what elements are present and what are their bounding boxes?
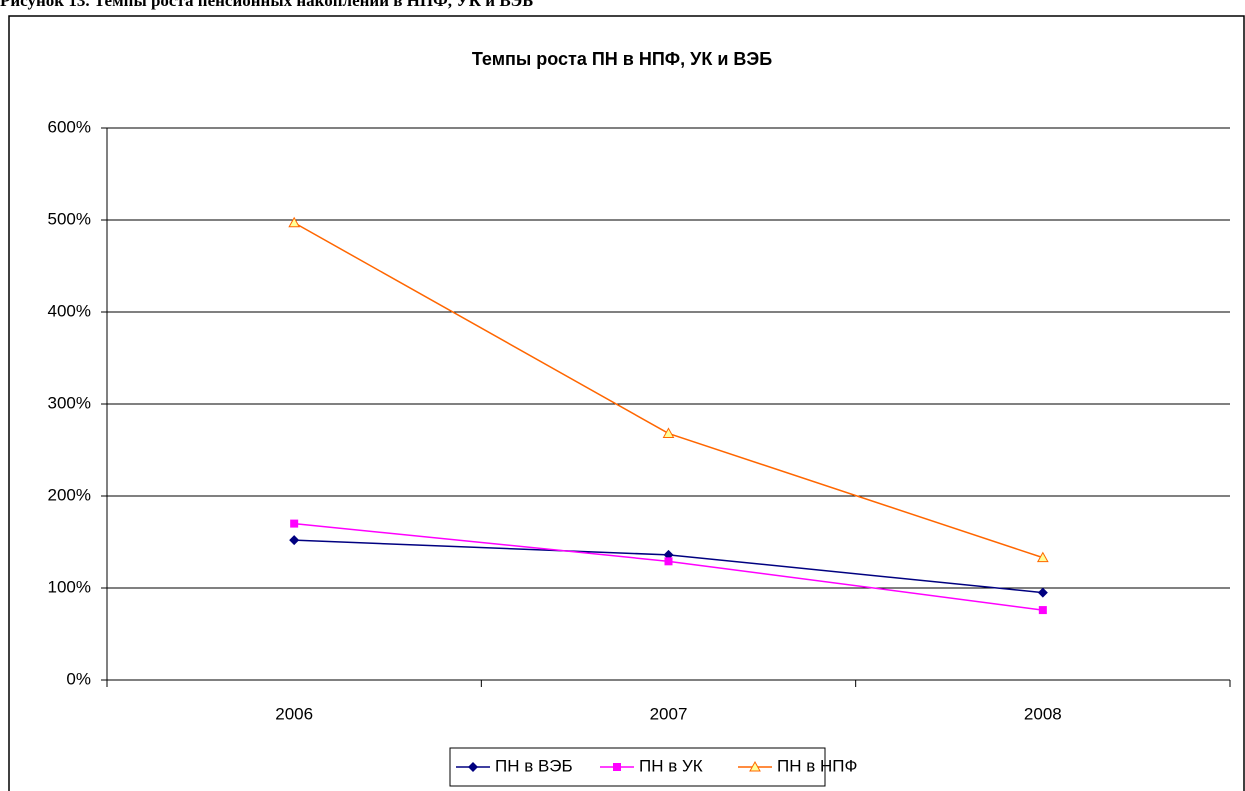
x-tick-label: 2006	[275, 704, 313, 723]
marker	[290, 519, 299, 528]
series-line	[294, 539, 1043, 594]
y-tick-label: 200%	[48, 485, 91, 504]
legend-label: ПН в НПФ	[777, 756, 857, 775]
chart-border	[8, 15, 1245, 791]
x-tick-label: 2008	[1024, 704, 1062, 723]
marker	[289, 535, 300, 546]
legend-label: ПН в УК	[639, 756, 703, 775]
legend-marker	[468, 762, 478, 772]
series-line	[293, 222, 1044, 559]
y-tick-label: 600%	[48, 117, 91, 136]
marker	[288, 216, 301, 228]
caption: Рисунок 13. Темпы роста пенсионных накоп…	[0, 0, 533, 10]
chart-title: Темпы роста ПН в НПФ, УК и ВЭБ	[472, 49, 772, 69]
y-tick-label: 400%	[48, 301, 91, 320]
x-tick-label: 2007	[650, 704, 688, 723]
y-tick-label: 300%	[48, 393, 91, 412]
marker	[1037, 587, 1048, 598]
y-tick-label: 0%	[66, 669, 91, 688]
marker	[664, 557, 673, 566]
marker	[662, 427, 675, 438]
legend-marker	[613, 763, 621, 771]
y-tick-label: 100%	[48, 577, 91, 596]
marker	[1038, 606, 1047, 615]
series-line	[294, 522, 1043, 611]
marker	[1036, 551, 1049, 563]
legend-label: ПН в ВЭБ	[495, 756, 573, 775]
legend-marker	[749, 760, 761, 772]
y-tick-label: 500%	[48, 209, 91, 228]
